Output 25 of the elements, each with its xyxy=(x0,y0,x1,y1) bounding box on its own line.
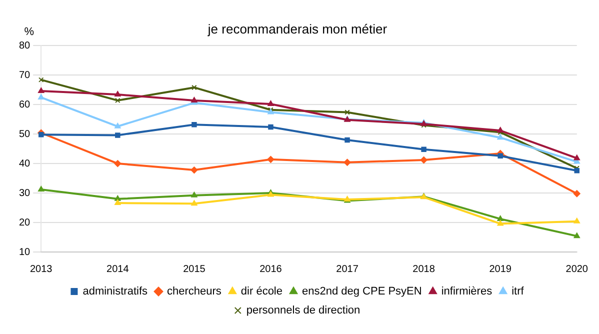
x-tick-label: 2013 xyxy=(30,264,53,275)
legend-label: dir école xyxy=(240,286,282,298)
x-tick-label: 2016 xyxy=(260,264,282,275)
y-tick-label: 40 xyxy=(19,158,31,170)
legend-label: chercheurs xyxy=(167,286,222,298)
y-tick-label: 70 xyxy=(19,70,31,81)
legend-label: itrf xyxy=(512,286,525,298)
y-axis-title: % xyxy=(24,26,34,38)
chart-title: je recommanderais mon métier xyxy=(206,21,388,36)
x-tick-label: 2015 xyxy=(183,264,206,275)
y-tick-label: 20 xyxy=(19,217,31,228)
y-tick-label: 30 xyxy=(19,188,31,199)
legend-label: administratifs xyxy=(82,286,148,298)
y-tick-label: 10 xyxy=(19,246,31,258)
y-tick-label: 60 xyxy=(19,99,31,110)
legend-label: ens2nd deg CPE PsyEN xyxy=(302,286,422,298)
x-tick-label: 2014 xyxy=(106,264,130,275)
y-tick-label: 50 xyxy=(19,128,31,140)
x-tick-label: 2020 xyxy=(566,264,588,275)
y-tick-label: 80 xyxy=(19,40,31,52)
x-tick-label: 2017 xyxy=(336,264,359,275)
x-tick-label: 2019 xyxy=(489,264,512,275)
legend-label: personnels de direction xyxy=(246,304,360,317)
x-tick-label: 2018 xyxy=(412,264,436,275)
legend-label: infirmières xyxy=(441,286,493,298)
